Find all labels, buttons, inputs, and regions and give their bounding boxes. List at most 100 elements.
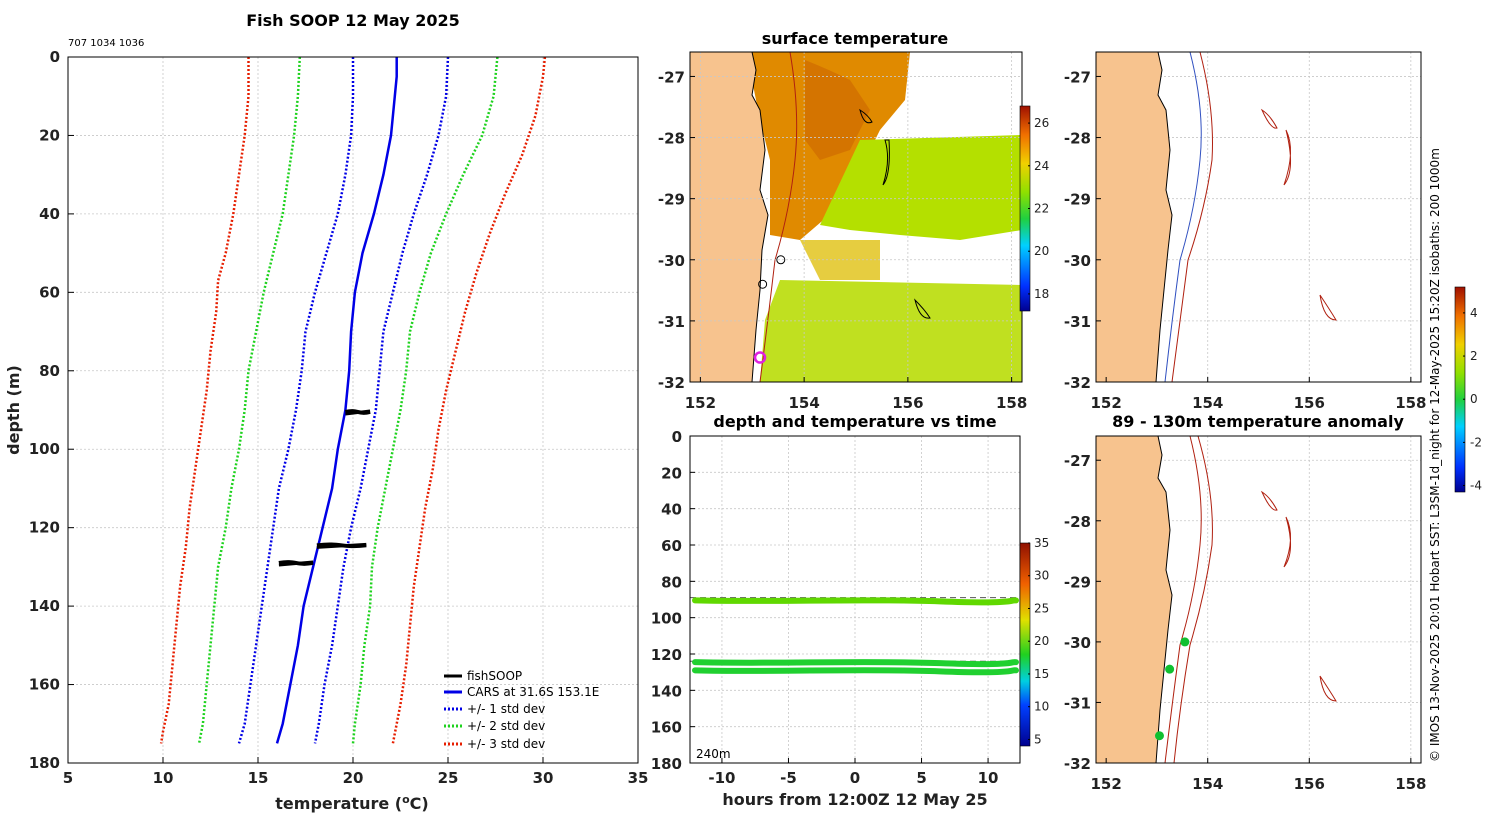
map-lat-tick-label: -32 (1064, 755, 1091, 773)
map-lon-tick-label: 152 (1091, 775, 1122, 793)
reef-outline-2 (882, 139, 890, 186)
map-lon-tick-label: 156 (1294, 775, 1325, 793)
sst-ticks: 152 154 156 158 -27 -28 -29 -30 -31 -32 (658, 68, 1027, 412)
sst-colorbar-tick-label: 26 (1034, 116, 1049, 130)
map-lat-tick-label: -32 (658, 374, 685, 392)
land-area-isobath (1095, 51, 1173, 383)
reef-outline-iso-3 (1319, 294, 1337, 321)
figure-title: Fish SOOP 12 May 2025 (246, 11, 460, 30)
anomaly-colorbar-tick-label: 4 (1470, 306, 1478, 320)
legend-label-std2: +/- 2 std dev (467, 719, 545, 733)
map-lon-tick-label: 158 (996, 394, 1027, 412)
map-lon-tick-label: 154 (1192, 394, 1223, 412)
anomaly-colorbar-tick-label: 0 (1470, 392, 1478, 406)
profile-y-tick-label: 100 (29, 440, 60, 458)
profile-x-label: temperature (oC) (275, 793, 428, 813)
map-lat-tick-label: -30 (1064, 252, 1091, 270)
track-point-marker (758, 279, 768, 289)
profile-x-tick-label: 10 (153, 769, 174, 787)
map-lon-tick-label: 158 (1395, 394, 1426, 412)
profile-observations (278, 409, 371, 567)
dt-y-tick-label: 60 (661, 537, 682, 555)
map-lat-tick-label: -27 (1064, 452, 1091, 470)
map-lon-tick-label: 152 (685, 394, 716, 412)
dt-x-tick-label: 0 (850, 769, 860, 787)
map-lon-tick-label: 152 (1091, 394, 1122, 412)
map-lat-tick-label: -29 (658, 191, 685, 209)
anomaly-map: 89 - 130m temperature anomaly 152 154 156 1… (1064, 286, 1482, 793)
anomaly-marker (1154, 731, 1164, 741)
series--2-std-dev (351, 57, 499, 744)
map-lon-tick-label: 156 (892, 394, 923, 412)
track-point-marker (776, 255, 786, 265)
reef-outline-3 (914, 298, 931, 319)
dt-y-tick-label: 40 (661, 501, 682, 519)
map-lon-tick-label: 158 (1395, 775, 1426, 793)
depth-time-chart: depth and temperature vs time -10 -5 0 5 100… (651, 412, 1050, 809)
sst-colorbar-tick-label: 18 (1034, 287, 1049, 301)
anomaly-colorbar-tick-label: -2 (1470, 435, 1482, 449)
profile-y-tick-label: 140 (29, 597, 60, 615)
reef-outline-an-1 (1260, 490, 1278, 511)
anomaly-marker (1180, 637, 1190, 647)
series--1-std-dev (237, 57, 355, 744)
anomaly-colorbar (1454, 286, 1466, 493)
depth-time-x-label: hours from 12:00Z 12 May 25 (722, 790, 987, 809)
profile-series (159, 57, 547, 744)
credit-line: © IMOS 13-Nov-2025 20:01 Hobart SST: L3S… (1428, 148, 1442, 762)
dt-observation-band (692, 667, 1019, 676)
depth-note: 240m (696, 747, 731, 761)
dt-observation-band (692, 597, 1019, 606)
profile-legend: fishSOOP CARS at 31.6S 153.1E +/- 1 std … (444, 669, 599, 751)
south-sst-area (760, 280, 1022, 382)
map-lat-tick-label: -31 (1064, 694, 1091, 712)
dt-y-tick-label: 160 (651, 719, 682, 737)
temp-colorbar-tick-label: 25 (1034, 601, 1049, 615)
anomaly-marker (1165, 664, 1175, 674)
anomaly-markers (1154, 637, 1190, 741)
sst-map: surface temperature 152 154 156 158 -27 -28 -2… (658, 29, 1049, 412)
map-lat-tick-label: -29 (1064, 191, 1091, 209)
sst-colorbar-tick-label: 22 (1034, 202, 1049, 216)
profile-chart: Fish SOOP 12 May 2025 707 1034 1036 5 10 1… (4, 11, 648, 813)
dt-y-tick-label: 0 (672, 428, 682, 446)
dt-x-tick-label: -10 (708, 769, 735, 787)
no-data-area (910, 52, 1022, 130)
legend-label-std3: +/- 3 std dev (467, 737, 545, 751)
fishsoop-observation-trace (345, 409, 371, 416)
profile-y-tick-label: 180 (29, 754, 60, 772)
profile-y-ticks: 0 20 40 60 80 100 120 140 160 180 (29, 48, 74, 772)
isobath-1000m (1164, 51, 1202, 383)
map-lat-tick-label: -28 (1064, 130, 1091, 148)
anomaly-colorbar-ticks: -4 -2 0 2 4 (1463, 306, 1482, 493)
map-lat-tick-label: -27 (658, 68, 685, 86)
profile-x-tick-label: 5 (63, 769, 73, 787)
map-lat-tick-label: -28 (1064, 513, 1091, 531)
profile-y-tick-label: 20 (39, 126, 60, 144)
map-lat-tick-label: -30 (1064, 634, 1091, 652)
temp-colorbar-tick-label: 15 (1034, 667, 1049, 681)
isobath-200m-sst (759, 52, 798, 382)
isobath-anomaly-inner (1164, 435, 1202, 764)
map-lat-tick-label: -30 (658, 252, 685, 270)
profile-x-tick-label: 15 (248, 769, 269, 787)
profile-grid (68, 57, 638, 763)
map-lat-tick-label: -31 (658, 313, 685, 331)
isobath-ticks: 152 154 156 158 -27 -28 -29 -30 -31 -32 (1064, 68, 1427, 412)
series--1-std-dev (313, 57, 450, 744)
reef-outline-an-2 (1283, 516, 1291, 568)
reef-outline-iso-1 (1260, 108, 1278, 129)
temp-colorbar-tick-label: 10 (1034, 700, 1049, 714)
map-lat-tick-label: -27 (1064, 68, 1091, 86)
profile-x-tick-label: 35 (628, 769, 649, 787)
temp-colorbar-tick-label: 5 (1034, 732, 1042, 746)
platform-ids: 707 1034 1036 (68, 38, 144, 49)
dt-y-tick-label: 180 (651, 755, 682, 773)
map-lat-tick-label: -32 (1064, 374, 1091, 392)
fishsoop-observation-trace (316, 542, 367, 549)
profile-y-tick-label: 60 (39, 283, 60, 301)
dt-y-tick-label: 100 (651, 610, 682, 628)
profile-y-tick-label: 160 (29, 676, 60, 694)
map-lon-tick-label: 154 (1192, 775, 1223, 793)
